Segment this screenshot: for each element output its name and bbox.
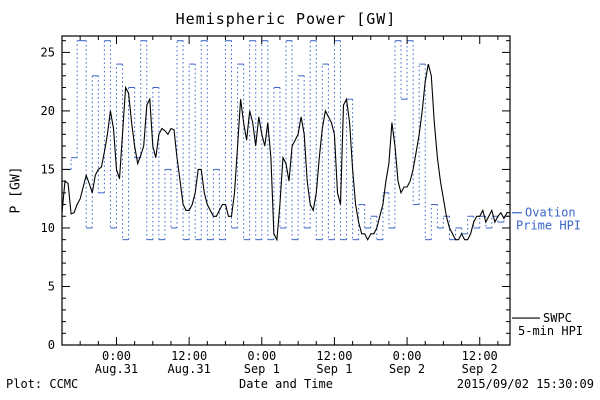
y-tick-label: 10 [41, 221, 55, 235]
ovation-legend-label: Prime HPI [516, 219, 581, 233]
plot-frame [61, 35, 511, 346]
y-tick-label: 25 [41, 45, 55, 59]
y-tick-label: 0 [48, 338, 55, 352]
swpc-legend-label: SWPC [543, 311, 572, 325]
x-tick-time-label: 0:00 [102, 349, 131, 363]
plot-timestamp: 2015/09/02 15:30:09 [456, 377, 594, 391]
y-tick-label: 5 [48, 279, 55, 293]
x-tick-time-label: 12:00 [462, 349, 498, 363]
x-axis-label: Date and Time [239, 377, 333, 391]
plot-source-text: Plot: CCMC [6, 377, 79, 391]
x-tick-time-label: 0:00 [247, 349, 276, 363]
x-tick-date-label: Sep 2 [389, 362, 425, 376]
x-tick-date-label: Sep 1 [316, 362, 352, 376]
y-axis-label: P [GW] [8, 166, 24, 214]
x-tick-date-label: Sep 2 [462, 362, 498, 376]
x-tick-time-label: 0:00 [393, 349, 422, 363]
x-tick-time-label: 12:00 [171, 349, 207, 363]
y-tick-label: 15 [41, 162, 55, 176]
x-tick-date-label: Aug.31 [167, 362, 210, 376]
x-tick-time-label: 12:00 [316, 349, 352, 363]
x-tick-date-label: Sep 1 [244, 362, 280, 376]
y-tick-label: 20 [41, 104, 55, 118]
x-tick-date-label: Aug.31 [95, 362, 138, 376]
swpc-line [61, 63, 510, 242]
ovation-legend-label: Ovation [525, 206, 576, 220]
chart-title: Hemispheric Power [GW] [175, 10, 397, 28]
swpc-legend-label: 5-min HPI [518, 324, 583, 338]
